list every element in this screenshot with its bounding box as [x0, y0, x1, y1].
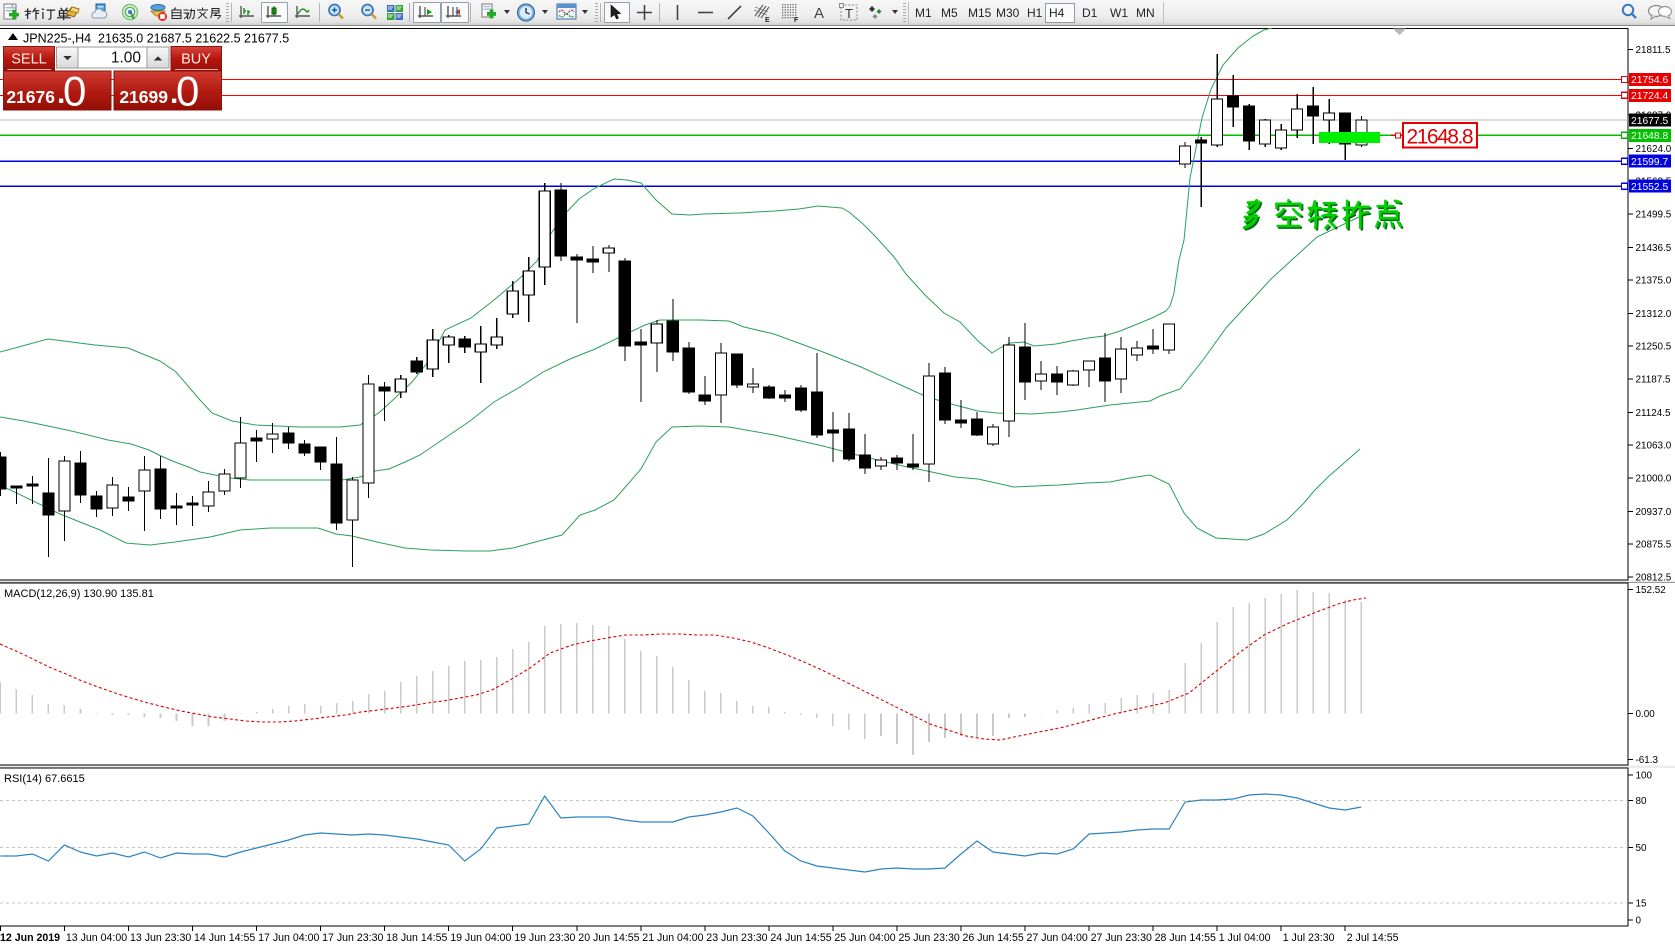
svg-text:21250.5: 21250.5	[1636, 341, 1672, 352]
svg-text:21063.0: 21063.0	[1636, 440, 1672, 451]
svg-text:0: 0	[1636, 915, 1642, 926]
svg-text:28 Jun 14:55: 28 Jun 14:55	[1155, 932, 1216, 944]
svg-text:.: .	[57, 77, 65, 110]
svg-text:21552.5: 21552.5	[1631, 182, 1668, 193]
svg-text:12 Jun 2019: 12 Jun 2019	[0, 932, 60, 944]
svg-text:21599.7: 21599.7	[1631, 157, 1668, 168]
svg-text:21811.5: 21811.5	[1636, 45, 1671, 56]
svg-text:25 Jun 04:00: 25 Jun 04:00	[834, 932, 895, 944]
svg-text:21436.5: 21436.5	[1636, 243, 1672, 254]
svg-text:0.00: 0.00	[1636, 709, 1656, 720]
svg-text:MACD(12,26,9) 130.90 135.81: MACD(12,26,9) 130.90 135.81	[4, 588, 154, 600]
svg-text:21124.5: 21124.5	[1636, 408, 1671, 419]
svg-text:15: 15	[1636, 898, 1647, 909]
svg-text:13 Jun 04:00: 13 Jun 04:00	[66, 932, 127, 944]
svg-text:-61.3: -61.3	[1636, 755, 1659, 766]
svg-text:20937.0: 20937.0	[1636, 507, 1672, 518]
svg-text:21624.0: 21624.0	[1636, 144, 1672, 155]
svg-text:JPN225-,H4 21635.0 21687.5 21: JPN225-,H4 21635.0 21687.5 21622.5 21677…	[23, 32, 289, 46]
svg-text:24 Jun 14:55: 24 Jun 14:55	[770, 932, 831, 944]
svg-text:21648.8: 21648.8	[1631, 131, 1668, 142]
svg-text:0: 0	[176, 68, 199, 115]
svg-text:18 Jun 14:55: 18 Jun 14:55	[386, 932, 447, 944]
svg-text:21187.5: 21187.5	[1636, 375, 1671, 386]
svg-text:SELL: SELL	[11, 52, 46, 68]
svg-text:19 Jun 23:30: 19 Jun 23:30	[514, 932, 575, 944]
svg-text:1 Jul 04:00: 1 Jul 04:00	[1219, 932, 1271, 944]
svg-text:14 Jun 14:55: 14 Jun 14:55	[194, 932, 255, 944]
svg-text:152.52: 152.52	[1636, 585, 1666, 596]
svg-text:2 Jul 14:55: 2 Jul 14:55	[1347, 932, 1399, 944]
svg-text:100: 100	[1636, 770, 1653, 781]
svg-text:27 Jun 04:00: 27 Jun 04:00	[1027, 932, 1088, 944]
svg-text:13 Jun 23:30: 13 Jun 23:30	[130, 932, 191, 944]
svg-text:E: E	[765, 17, 770, 23]
svg-text:BUY: BUY	[181, 52, 211, 68]
svg-text:21677.5: 21677.5	[1631, 116, 1668, 127]
svg-text:20 Jun 14:55: 20 Jun 14:55	[578, 932, 639, 944]
svg-text:21648.8: 21648.8	[1407, 126, 1474, 149]
svg-text:21699: 21699	[119, 87, 168, 107]
svg-text:50: 50	[1636, 843, 1647, 854]
svg-text:21676: 21676	[6, 87, 55, 107]
svg-text:.: .	[170, 77, 178, 110]
svg-text:T: T	[845, 6, 853, 21]
svg-text:21000.0: 21000.0	[1636, 474, 1672, 485]
svg-text:21499.5: 21499.5	[1636, 210, 1672, 221]
svg-text:21312.0: 21312.0	[1636, 309, 1672, 320]
svg-text:0: 0	[63, 68, 86, 115]
svg-text:25 Jun 23:30: 25 Jun 23:30	[899, 932, 960, 944]
svg-text:20812.5: 20812.5	[1636, 573, 1672, 584]
svg-text:21724.4: 21724.4	[1631, 91, 1668, 102]
svg-text:F: F	[794, 17, 799, 23]
svg-text:17 Jun 04:00: 17 Jun 04:00	[258, 932, 319, 944]
svg-text:21375.0: 21375.0	[1636, 276, 1672, 287]
svg-text:23 Jun 23:30: 23 Jun 23:30	[706, 932, 767, 944]
svg-text:RSI(14) 67.6615: RSI(14) 67.6615	[4, 773, 85, 785]
svg-text:17 Jun 23:30: 17 Jun 23:30	[322, 932, 383, 944]
svg-text:1 Jul 23:30: 1 Jul 23:30	[1283, 932, 1335, 944]
svg-text:A: A	[814, 5, 824, 21]
svg-text:21 Jun 04:00: 21 Jun 04:00	[642, 932, 703, 944]
svg-text:1.00: 1.00	[111, 50, 142, 67]
svg-text:20875.5: 20875.5	[1636, 539, 1672, 550]
svg-text:26 Jun 14:55: 26 Jun 14:55	[963, 932, 1024, 944]
svg-text:21754.6: 21754.6	[1631, 75, 1668, 86]
svg-text:27 Jun 23:30: 27 Jun 23:30	[1091, 932, 1152, 944]
svg-text:80: 80	[1636, 796, 1647, 807]
svg-text:19 Jun 04:00: 19 Jun 04:00	[450, 932, 511, 944]
